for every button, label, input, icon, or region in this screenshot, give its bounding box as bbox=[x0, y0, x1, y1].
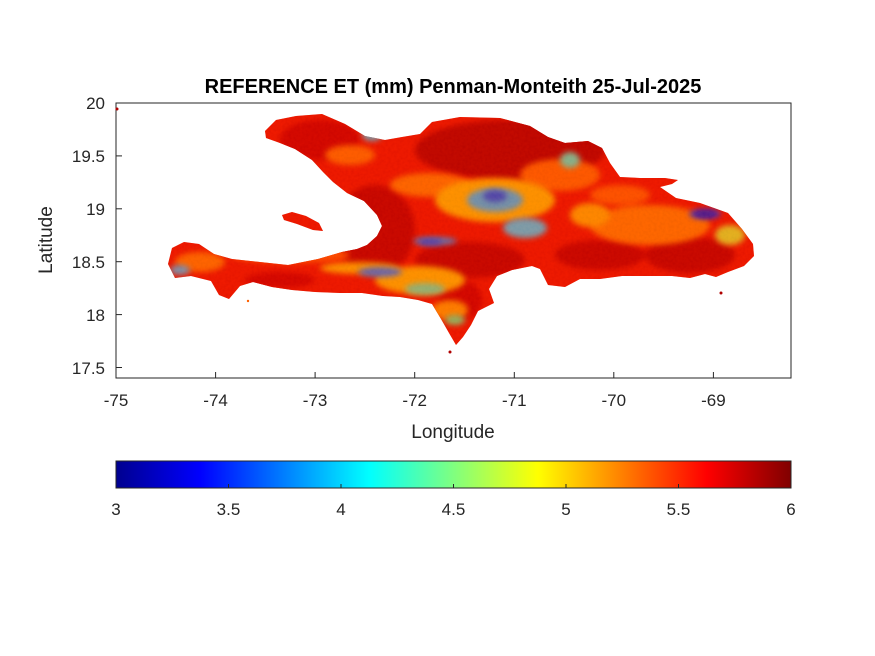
y-tick-label: 18 bbox=[86, 306, 105, 325]
colorbar-tick-label: 6 bbox=[786, 500, 795, 519]
x-tick-label: -70 bbox=[602, 391, 627, 410]
y-axis-label: Latitude bbox=[36, 206, 57, 274]
colorbar-tick-label: 3 bbox=[111, 500, 120, 519]
colorbar: 3 3.5 4 4.5 5 5.5 6 bbox=[111, 460, 796, 519]
x-tick-label: -71 bbox=[502, 391, 527, 410]
x-tick-label: -73 bbox=[303, 391, 328, 410]
y-tick-label: 17.5 bbox=[72, 359, 105, 378]
x-axis-label: Longitude bbox=[411, 422, 494, 443]
x-tick-label: -74 bbox=[203, 391, 228, 410]
islet bbox=[246, 299, 250, 303]
colorbar-tick-label: 5 bbox=[561, 500, 570, 519]
x-tick-label: -72 bbox=[402, 391, 427, 410]
colorbar-tick-label: 3.5 bbox=[217, 500, 241, 519]
y-axis: 20 19.5 19 18.5 18 17.5 Latitude bbox=[36, 94, 122, 378]
x-axis: -75 -74 -73 -72 -71 -70 -69 Longitude bbox=[104, 372, 726, 443]
colorbar-gradient bbox=[115, 460, 792, 489]
y-tick-label: 19.5 bbox=[72, 147, 105, 166]
chart-title: REFERENCE ET (mm) Penman-Monteith 25-Jul… bbox=[205, 76, 702, 98]
islet bbox=[719, 291, 723, 295]
islet bbox=[115, 107, 119, 111]
colorbar-tick-label: 5.5 bbox=[667, 500, 691, 519]
y-tick-label: 19 bbox=[86, 200, 105, 219]
y-tick-label: 20 bbox=[86, 94, 105, 113]
x-tick-label: -75 bbox=[104, 391, 129, 410]
colorbar-tick-label: 4.5 bbox=[442, 500, 466, 519]
x-tick-label: -69 bbox=[701, 391, 726, 410]
islet bbox=[448, 350, 452, 354]
colorbar-tick-label: 4 bbox=[336, 500, 345, 519]
y-tick-label: 18.5 bbox=[72, 253, 105, 272]
